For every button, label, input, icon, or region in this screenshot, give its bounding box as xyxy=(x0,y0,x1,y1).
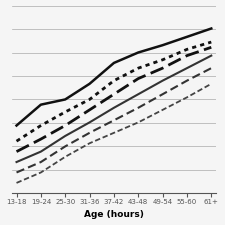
X-axis label: Age (hours): Age (hours) xyxy=(84,210,144,219)
